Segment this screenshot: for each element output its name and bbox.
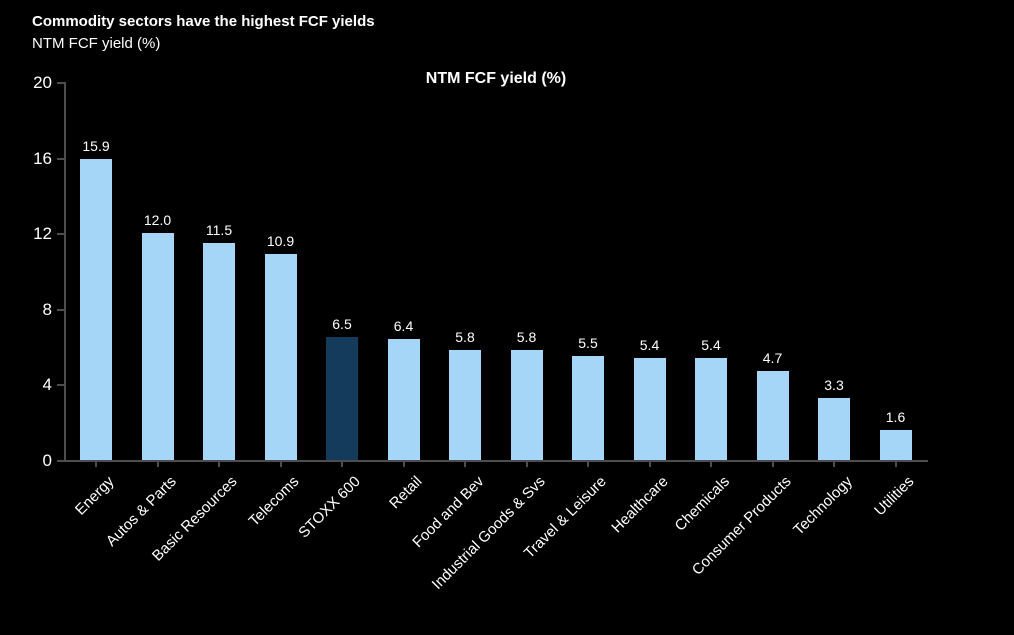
y-axis-tick-label: 12 [33, 224, 52, 244]
x-axis-tick [710, 462, 712, 467]
x-axis-tick [648, 462, 651, 467]
y-axis-tick [57, 233, 64, 236]
bar-value-label: 11.5 [205, 221, 233, 238]
y-axis-tick [57, 308, 64, 311]
y-axis-tick [57, 157, 64, 160]
bar-energy [80, 159, 112, 460]
x-axis-tick [156, 462, 159, 467]
bar-value-label: 3.3 [824, 376, 844, 393]
y-axis-tick-label: 0 [42, 451, 52, 470]
x-axis-label: STOXX 600 [295, 473, 365, 542]
bar-chemicals [695, 357, 727, 460]
bar-value-label: 1.6 [885, 408, 906, 425]
bar-value-label: 5.4 [701, 336, 721, 353]
x-axis-tick [402, 462, 405, 467]
x-axis-tick [95, 462, 97, 467]
bar-value-label: 12.0 [143, 212, 172, 229]
x-axis-tick [279, 462, 282, 467]
y-axis-tick-label: 8 [42, 299, 52, 319]
bar-food-and-bev [449, 350, 481, 460]
x-axis-label: Utilities [871, 473, 918, 520]
x-axis-tick [771, 462, 774, 467]
y-axis-tick-label: 16 [33, 148, 52, 168]
bar-value-label: 4.7 [762, 350, 783, 367]
x-axis-label: Industrial Goods & Svs [428, 473, 549, 593]
y-axis-tick [57, 82, 64, 84]
bar-telecoms [264, 253, 297, 460]
bar-value-label: 5.4 [639, 336, 660, 353]
x-axis-line [64, 460, 928, 462]
y-axis-tick-label: 4 [42, 375, 52, 395]
bar-technology [818, 397, 850, 460]
x-axis-label: Energy [72, 473, 119, 519]
page-title: Commodity sectors have the highest FCF y… [32, 13, 375, 30]
x-axis-tick [341, 462, 343, 467]
x-axis-tick [894, 462, 897, 467]
bar-value-label: 10.9 [266, 232, 295, 249]
bar-utilities [879, 429, 912, 460]
plot-title: NTM FCF yield (%) [425, 70, 567, 87]
bar-value-label: 5.8 [455, 329, 475, 346]
bar-travel-leisure [572, 356, 604, 460]
bar-value-label: 5.8 [516, 329, 537, 346]
x-axis-tick [525, 462, 528, 467]
x-axis-label: Healthcare [608, 473, 672, 537]
bar-industrial-goods-svs [510, 350, 543, 460]
bar-healthcare [633, 357, 666, 460]
x-axis-tick [587, 462, 589, 467]
bar-consumer-products [756, 371, 789, 460]
x-axis-label: Retail [386, 473, 426, 513]
page-subtitle: NTM FCF yield (%) [32, 35, 161, 52]
bar-stoxx-600 [326, 337, 358, 460]
x-axis-tick [464, 462, 466, 467]
bar-autos-parts [141, 233, 174, 460]
bar-value-label: 15.9 [82, 138, 110, 155]
x-axis-label: Telecoms [245, 473, 303, 530]
x-axis-label: Technology [790, 473, 857, 539]
y-axis-tick [57, 460, 64, 462]
y-axis-tick-label: 20 [33, 73, 52, 92]
bar-value-label: 6.5 [332, 316, 352, 333]
x-axis-tick [218, 462, 220, 467]
y-axis-line [64, 82, 66, 462]
x-axis-label: Chemicals [671, 473, 734, 535]
bar-value-label: 5.5 [578, 335, 598, 352]
bar-basic-resources [203, 242, 235, 460]
x-axis-tick [833, 462, 835, 467]
bar-value-label: 6.4 [393, 318, 414, 335]
bar-retail [387, 339, 420, 460]
y-axis-tick [57, 384, 64, 387]
